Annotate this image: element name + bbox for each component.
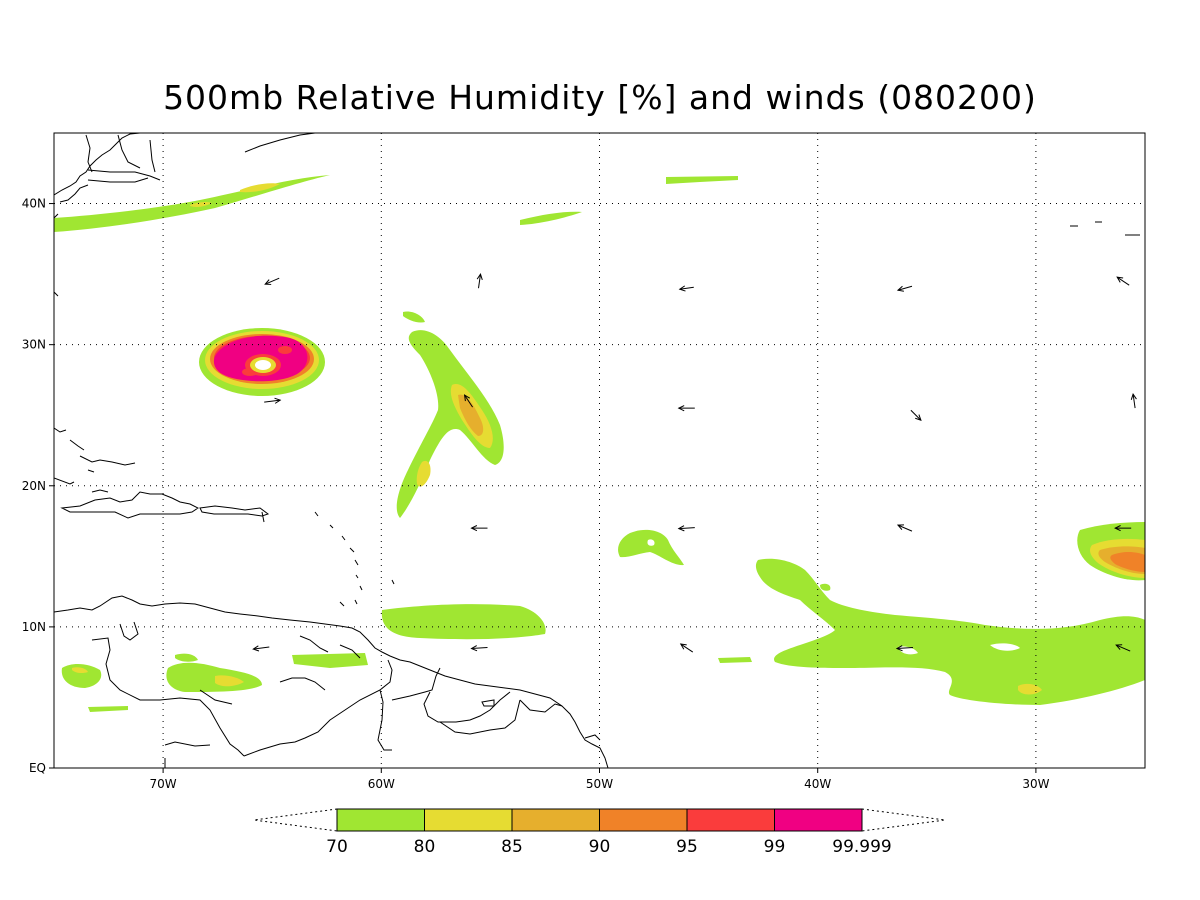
- wind-arrow: [476, 273, 483, 289]
- caribbean-patches: [61, 604, 546, 712]
- lat-tick-label: 40N: [22, 197, 46, 211]
- wind-arrow: [252, 645, 270, 652]
- colorbar-low-extend: [253, 808, 338, 832]
- colorbar: 70 80 85 90 95 99 99.999: [253, 808, 946, 857]
- trough-band: [396, 311, 504, 518]
- wind-arrow: [1115, 644, 1131, 652]
- axis-labels: 40N 30N 20N 10N EQ 70W 60W 50W 40W 30W: [22, 197, 1050, 791]
- colorbar-label: 85: [501, 837, 523, 857]
- wind-arrow: [1116, 276, 1130, 286]
- lon-tick-label: 60W: [368, 777, 395, 791]
- lon-tick-label: 30W: [1022, 777, 1049, 791]
- itcz-band: [755, 558, 1145, 705]
- colorbar-high-extend: [861, 808, 946, 832]
- colorbar-swatch: [774, 808, 863, 832]
- colorbar-label: 99: [764, 837, 786, 857]
- colorbar-swatch: [424, 808, 513, 832]
- colorbar-swatch: [599, 808, 688, 832]
- wind-arrow: [1130, 392, 1137, 409]
- colorbar-swatch: [336, 808, 425, 832]
- lon-tick-label: 50W: [586, 777, 613, 791]
- wind-arrow: [910, 409, 922, 422]
- wind-arrow: [470, 645, 488, 652]
- wind-vectors: [252, 273, 1137, 653]
- wind-arrow: [679, 643, 694, 653]
- wind-arrow: [677, 405, 695, 412]
- wind-arrow: [264, 397, 282, 404]
- lon-tick-label: 70W: [150, 777, 177, 791]
- wind-arrow: [470, 525, 488, 532]
- wind-arrow: [678, 285, 694, 292]
- colorbar-label: 80: [414, 837, 436, 857]
- colorbar-swatch: [511, 808, 600, 832]
- central-patches: [618, 529, 752, 663]
- lat-tick-label: 10N: [22, 620, 46, 634]
- wind-arrow: [677, 525, 695, 532]
- wind-arrow: [895, 645, 914, 652]
- wind-arrow: [896, 285, 913, 292]
- east-system: [1077, 522, 1145, 581]
- hurricane-ring: [199, 328, 325, 396]
- colorbar-label: 90: [589, 837, 611, 857]
- wind-arrow: [896, 524, 913, 532]
- lat-tick-label: 30N: [22, 338, 46, 352]
- lat-tick-label: EQ: [29, 761, 46, 775]
- map-title: 500mb Relative Humidity [%] and winds (0…: [163, 78, 1037, 117]
- lon-tick-label: 40W: [804, 777, 831, 791]
- wind-arrow: [463, 394, 473, 408]
- colorbar-label: 70: [326, 837, 348, 857]
- colorbar-label: 99.999: [832, 837, 891, 857]
- colorbar-swatch: [686, 808, 775, 832]
- coastlines: [54, 133, 1140, 768]
- lat-tick-label: 20N: [22, 479, 46, 493]
- colorbar-label: 95: [676, 837, 698, 857]
- humidity-shading: [54, 175, 1145, 712]
- wind-arrow: [1114, 525, 1132, 532]
- wind-arrow: [264, 277, 280, 285]
